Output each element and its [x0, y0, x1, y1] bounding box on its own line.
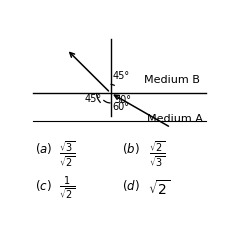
Text: 45°: 45°	[85, 95, 102, 104]
Text: Medium A: Medium A	[147, 114, 203, 125]
Text: $\frac{\sqrt{3}}{\sqrt{2}}$: $\frac{\sqrt{3}}{\sqrt{2}}$	[58, 139, 75, 169]
Text: $\sqrt{2}$: $\sqrt{2}$	[148, 179, 170, 198]
Text: Medium B: Medium B	[144, 75, 200, 85]
Text: $(c)$: $(c)$	[35, 178, 52, 193]
Text: $\frac{\sqrt{2}}{\sqrt{3}}$: $\frac{\sqrt{2}}{\sqrt{3}}$	[149, 139, 165, 169]
Text: 60°: 60°	[113, 102, 130, 112]
Text: 45°: 45°	[113, 71, 130, 81]
Text: 30°: 30°	[114, 95, 131, 105]
Text: $(b)$: $(b)$	[122, 142, 140, 156]
Text: $(d)$: $(d)$	[122, 178, 140, 193]
Text: $\frac{1}{\sqrt{2}}$: $\frac{1}{\sqrt{2}}$	[58, 175, 75, 204]
Text: $(a)$: $(a)$	[35, 142, 53, 156]
